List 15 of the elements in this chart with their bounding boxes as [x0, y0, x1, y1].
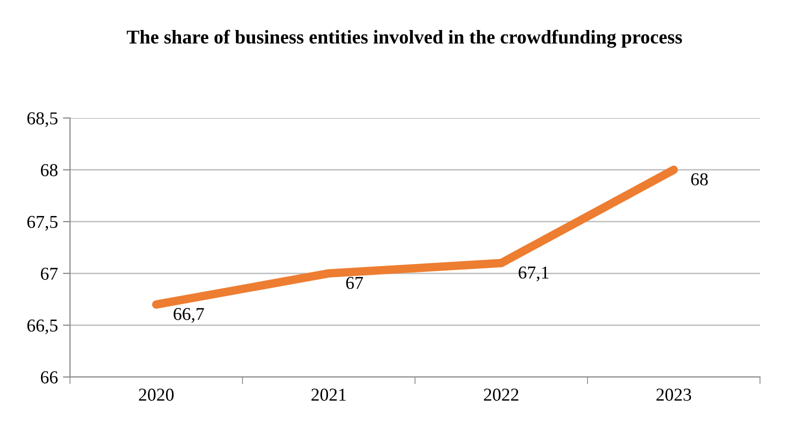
- data-label: 67,1: [518, 266, 548, 282]
- y-tick-label: 68: [40, 164, 58, 176]
- y-tick-label: 67,5: [27, 216, 58, 231]
- y-tick-label: 67: [40, 268, 58, 280]
- data-label: 66,7: [174, 308, 204, 323]
- x-tick-label: 2022: [484, 388, 518, 401]
- x-tick-label: 2021: [311, 388, 346, 401]
- data-label: 68: [691, 173, 708, 186]
- y-tick-label: 66: [40, 371, 58, 384]
- y-tick-label: 68,5: [27, 112, 58, 128]
- data-label: 67: [346, 276, 363, 290]
- x-tick-label: 2023: [656, 388, 692, 401]
- x-tick-label: 2020: [138, 388, 174, 401]
- chart-title: The share of business entities involved in the crowdfunding process: [126, 30, 682, 48]
- y-tick-label: 66,5: [27, 320, 58, 334]
